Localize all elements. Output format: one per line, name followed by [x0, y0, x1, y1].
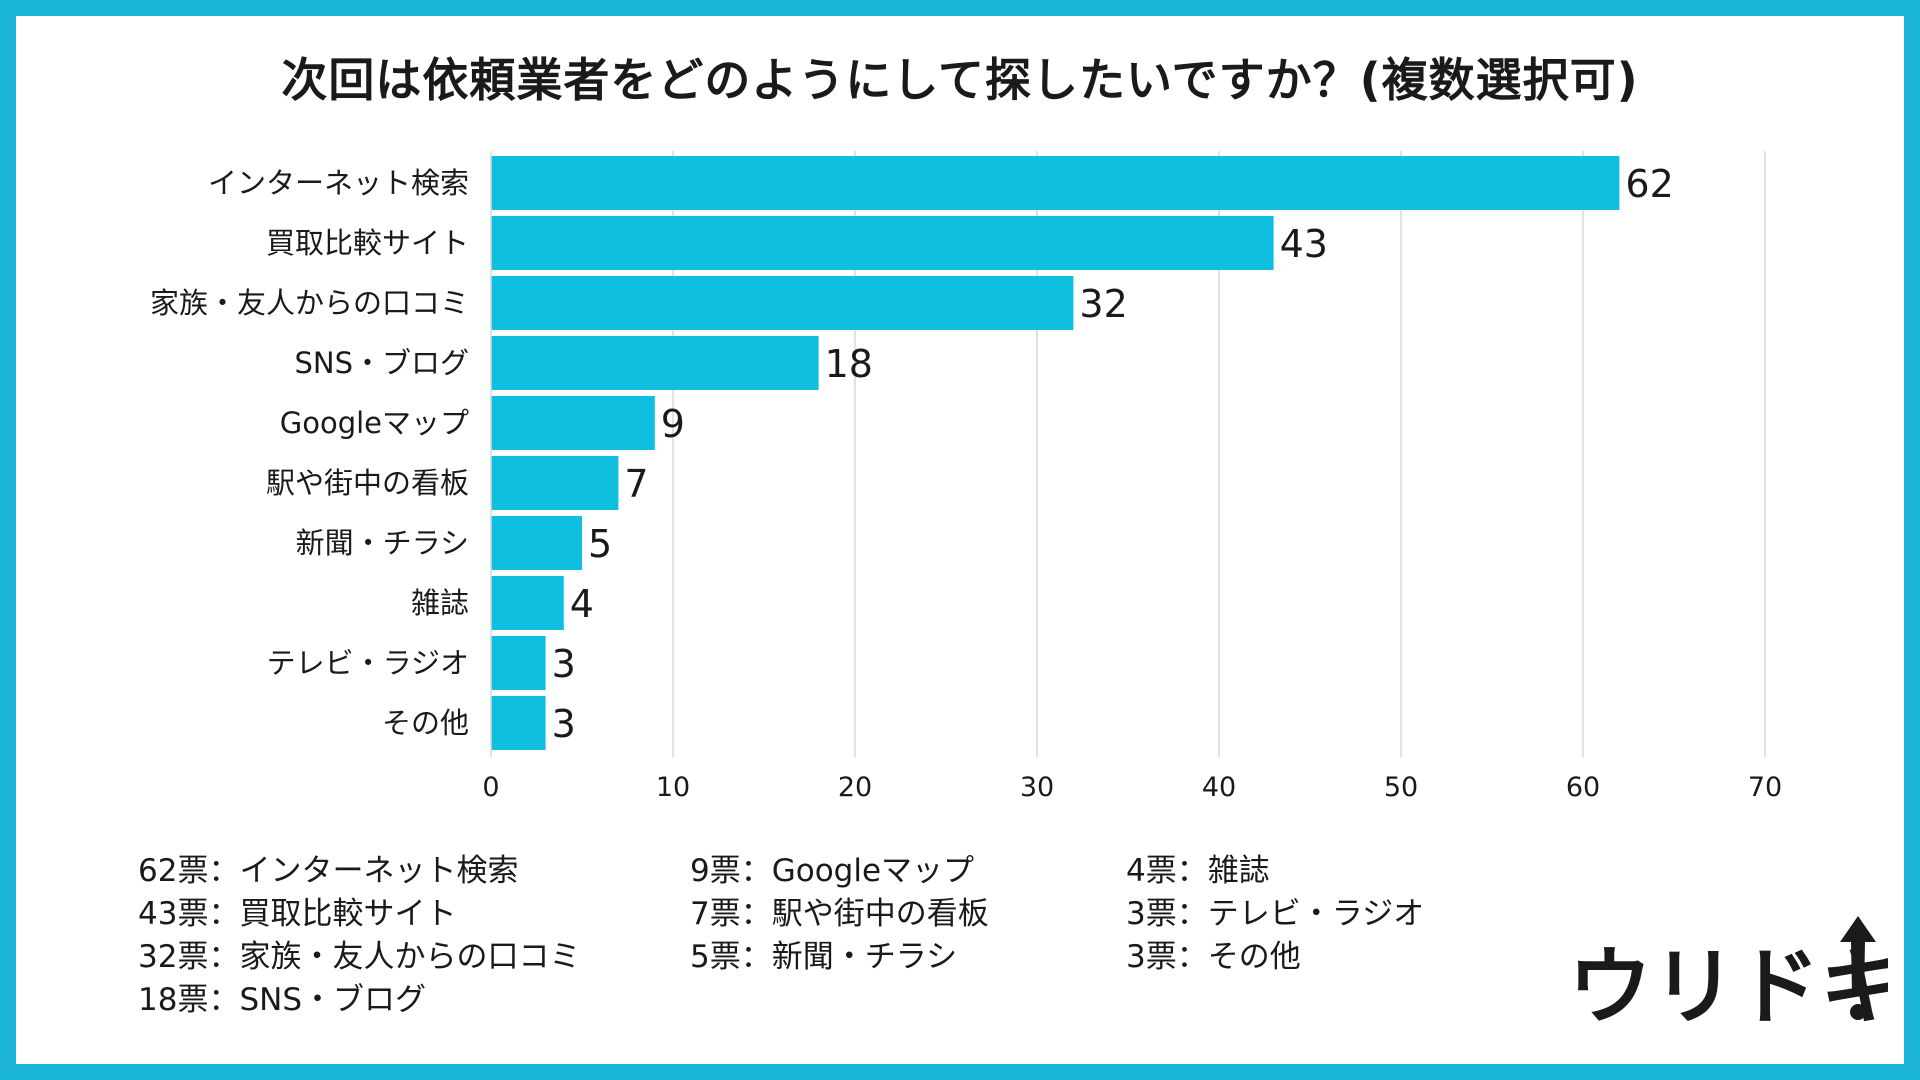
logo-text: ウリドキ	[1568, 938, 1888, 1036]
data-label: 18	[825, 342, 873, 386]
bar	[491, 396, 655, 450]
logo: ウリドキ	[1568, 916, 1888, 1036]
category-label: テレビ・ラジオ	[267, 646, 469, 680]
x-tick-label: 60	[1566, 772, 1600, 803]
category-label: 駅や街中の看板	[266, 466, 469, 500]
category-label: 雑誌	[411, 586, 469, 620]
category-label: インターネット検索	[208, 166, 469, 200]
legend-item: 9票：Googleマップ	[690, 853, 975, 889]
legend-column-2: 9票：Googleマップ 7票：駅や街中の看板 5票：新聞・チラシ	[690, 850, 989, 979]
x-tick-label: 0	[482, 772, 499, 803]
legend-item: 43票：買取比較サイト	[138, 896, 457, 932]
bar	[491, 216, 1274, 270]
x-tick-label: 10	[656, 772, 690, 803]
x-tick-label: 30	[1020, 772, 1054, 803]
category-label: Googleマップ	[280, 406, 469, 440]
data-label: 7	[624, 462, 648, 506]
data-label: 3	[552, 642, 576, 686]
data-label: 5	[588, 522, 612, 566]
legend-item: 5票：新聞・チラシ	[690, 939, 958, 975]
data-label: 43	[1280, 222, 1328, 266]
data-label: 4	[570, 582, 594, 626]
x-tick-label: 50	[1384, 772, 1418, 803]
bar	[491, 336, 819, 390]
category-label: その他	[382, 706, 469, 740]
category-label: 家族・友人からの口コミ	[150, 286, 469, 320]
category-label: 新聞・チラシ	[296, 526, 469, 560]
bar	[491, 156, 1620, 210]
bar	[491, 636, 546, 690]
up-arrow-exclamation-icon	[1840, 916, 1876, 1020]
legend-item: 3票：テレビ・ラジオ	[1126, 896, 1425, 932]
legend-column-1: 62票：インターネット検索 43票：買取比較サイト 32票：家族・友人からの口コ…	[138, 850, 580, 1022]
bar	[491, 516, 582, 570]
legend-item: 4票：雑誌	[1126, 853, 1270, 889]
x-tick-label: 40	[1202, 772, 1236, 803]
legend-item: 18票：SNS・ブログ	[138, 982, 426, 1018]
bar	[491, 276, 1074, 330]
legend-item: 7票：駅や街中の看板	[690, 896, 989, 932]
x-tick-label: 70	[1748, 772, 1782, 803]
legend-item: 62票：インターネット検索	[138, 853, 519, 889]
bar	[491, 456, 619, 510]
data-label: 9	[661, 402, 685, 446]
data-label: 62	[1625, 162, 1673, 206]
bar	[491, 576, 564, 630]
data-label: 32	[1079, 282, 1127, 326]
legend-item: 32票：家族・友人からの口コミ	[138, 939, 581, 975]
x-tick-label: 20	[838, 772, 872, 803]
legend-column-3: 4票：雑誌 3票：テレビ・ラジオ 3票：その他	[1126, 850, 1424, 979]
chart-title: 次回は依頼業者をどのようにして探したいですか？(複数選択可)	[281, 53, 1639, 107]
bar	[491, 696, 546, 750]
category-label: SNS・ブログ	[294, 346, 469, 380]
legend-item: 3票：その他	[1126, 939, 1301, 975]
data-label: 3	[552, 702, 576, 746]
category-label: 買取比較サイト	[266, 226, 469, 260]
